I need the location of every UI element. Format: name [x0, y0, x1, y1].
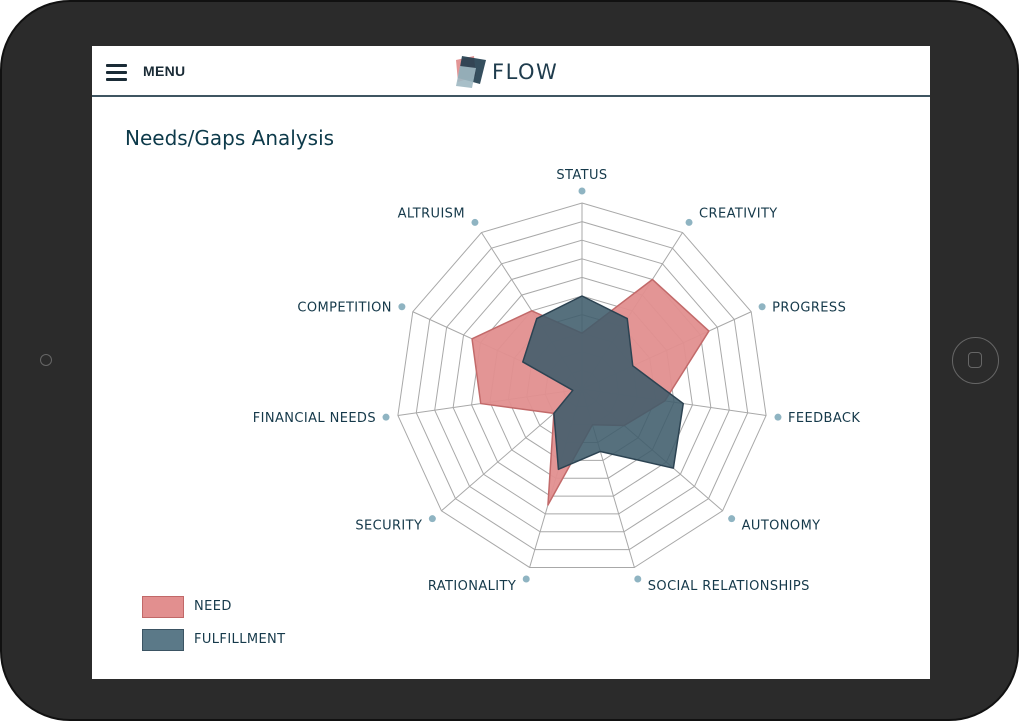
axis-marker-dot [522, 575, 530, 583]
grid-ring [415, 221, 749, 551]
axis-label-status: STATUS [556, 168, 607, 183]
flow-logo-icon [456, 56, 486, 88]
axis-marker-dot [398, 303, 406, 311]
axis-label-financial-needs: FINANCIAL NEEDS [253, 411, 376, 426]
logo-text: FLOW [492, 60, 559, 84]
axis-label-security: SECURITY [355, 519, 422, 534]
axis-label-creativity: CREATIVITY [699, 206, 778, 221]
series-fulfillment-area [522, 295, 685, 471]
radar-axis-labels: STATUS CREATIVITY PROGRESS FEEDBACK AUTONOMY… [253, 168, 860, 594]
radar-series [471, 278, 710, 506]
legend-label-need: NEED [194, 599, 232, 614]
axis-label-feedback: FEEDBACK [788, 411, 860, 426]
axis-marker-dot [758, 303, 766, 311]
axis-marker-dot [634, 575, 642, 583]
axis-label-social-relationships: SOCIAL RELATIONSHIPS [648, 579, 810, 594]
app-screen: MENU FLOW Needs/Gaps Analysis STATUS CREA… [92, 46, 930, 679]
page-title: Needs/Gaps Analysis [125, 126, 335, 150]
axis-marker-dot [428, 515, 436, 523]
home-square-icon [968, 352, 982, 368]
flow-logo[interactable]: FLOW [446, 52, 566, 92]
axis-label-progress: PROGRESS [772, 301, 846, 316]
axis-marker-dot [728, 515, 736, 523]
axis-label-competition: COMPETITION [297, 301, 392, 316]
axis-marker-dot [382, 413, 390, 421]
legend-label-fulfillment: FULFILLMENT [194, 632, 286, 647]
radar-chart: STATUS CREATIVITY PROGRESS FEEDBACK AUTONOMY… [253, 168, 860, 594]
grid-ring [434, 239, 730, 533]
axis-label-autonomy: AUTONOMY [742, 519, 821, 534]
grid-ring [397, 202, 767, 568]
need-swatch [142, 596, 184, 618]
home-button[interactable] [952, 337, 999, 384]
axis-marker-dot [685, 218, 693, 226]
top-navigation-bar: MENU FLOW [92, 46, 930, 97]
axis-marker-dot [774, 413, 782, 421]
axis-marker-dot [578, 187, 586, 195]
camera-dot-icon [40, 354, 52, 366]
fulfillment-swatch [142, 629, 184, 651]
axis-marker-dot [471, 218, 479, 226]
axis-label-altruism: ALTRUISM [398, 206, 465, 221]
hamburger-menu-icon[interactable] [106, 64, 128, 82]
axis-label-rationality: RATIONALITY [428, 579, 516, 594]
menu-label[interactable]: MENU [143, 63, 186, 79]
